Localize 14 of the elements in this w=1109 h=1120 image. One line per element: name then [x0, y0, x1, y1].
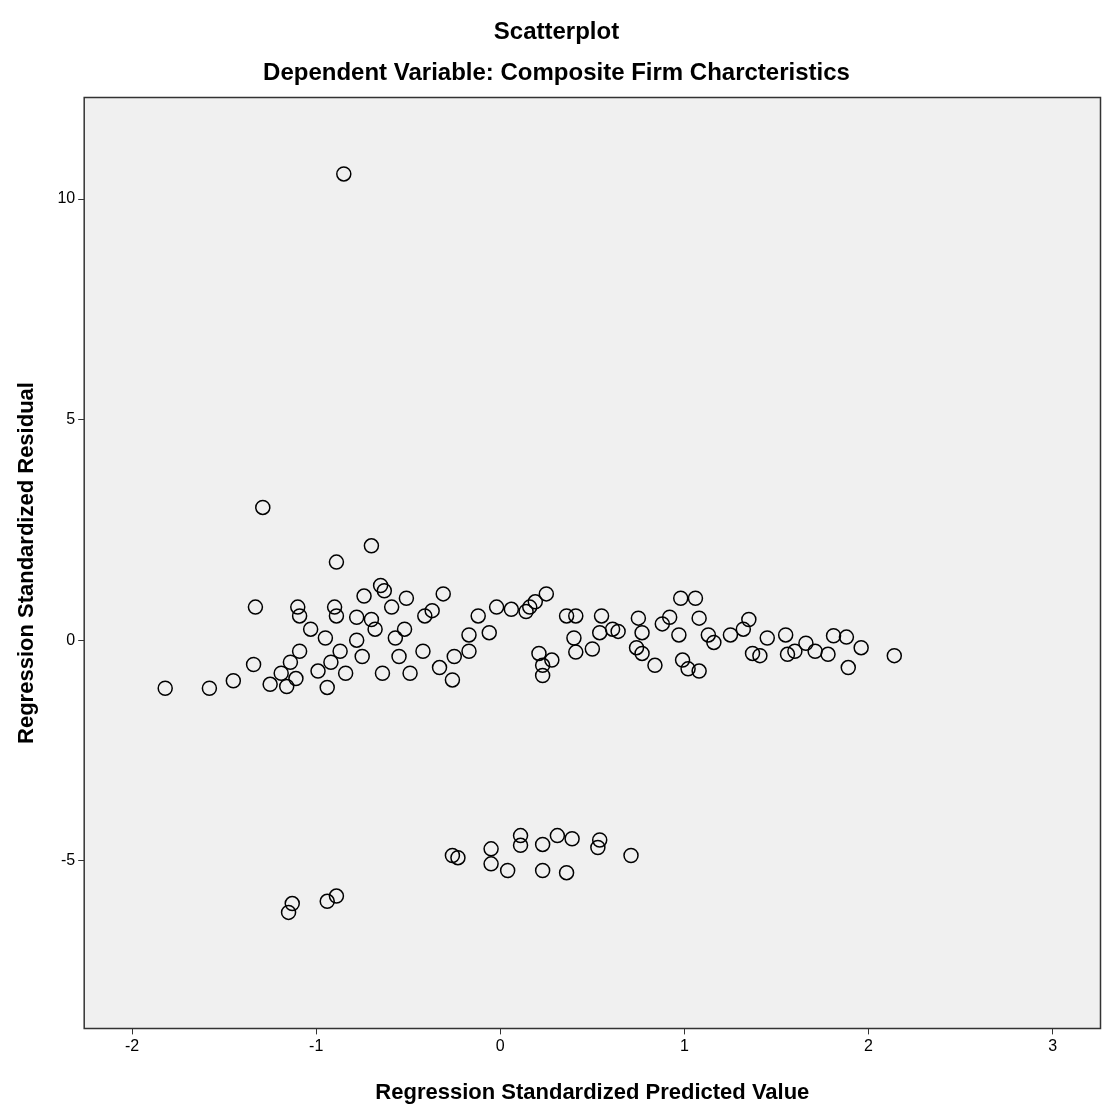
x-tick-label: 1: [679, 1037, 689, 1055]
y-tick-label: 0: [66, 630, 76, 648]
x-tick-label: 0: [495, 1037, 505, 1055]
x-tick-label: 3: [1048, 1037, 1058, 1055]
x-tick-label: 2: [864, 1037, 874, 1055]
x-axis-title: Regression Standardized Predicted Value: [375, 1078, 810, 1104]
chart-title: Scatterplot: [493, 17, 620, 45]
chart-subtitle: Dependent Variable: Composite Firm Charcteristics: [263, 57, 850, 85]
y-tick-label: -5: [60, 851, 76, 869]
x-tick-label: -1: [309, 1037, 324, 1055]
x-tick-label: -2: [124, 1037, 140, 1055]
y-tick-label: 5: [66, 410, 76, 428]
y-axis-title: Regression Standardized Residual: [13, 382, 39, 744]
y-tick-label: 10: [57, 189, 76, 207]
